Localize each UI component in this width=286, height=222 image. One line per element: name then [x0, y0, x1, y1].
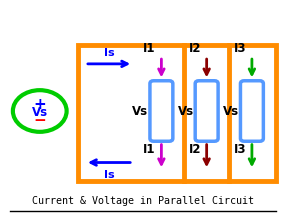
Text: Vs: Vs	[132, 105, 148, 117]
Bar	[78, 45, 276, 181]
Text: I3: I3	[234, 42, 246, 55]
Text: I1: I1	[143, 42, 156, 55]
Text: I2: I2	[188, 42, 201, 55]
Text: Vs: Vs	[178, 105, 194, 117]
Text: +: +	[33, 97, 46, 112]
Text: Is: Is	[104, 170, 114, 180]
Text: Vs: Vs	[32, 106, 48, 119]
FancyBboxPatch shape	[195, 81, 218, 141]
Text: Vs: Vs	[223, 105, 239, 117]
Text: Is: Is	[104, 48, 114, 58]
FancyBboxPatch shape	[150, 81, 173, 141]
Text: I3: I3	[234, 143, 246, 156]
FancyBboxPatch shape	[241, 81, 263, 141]
Text: I1: I1	[143, 143, 156, 156]
Text: −: −	[33, 113, 46, 128]
Text: I2: I2	[188, 143, 201, 156]
Text: Current & Voltage in Parallel Circuit: Current & Voltage in Parallel Circuit	[32, 196, 254, 206]
